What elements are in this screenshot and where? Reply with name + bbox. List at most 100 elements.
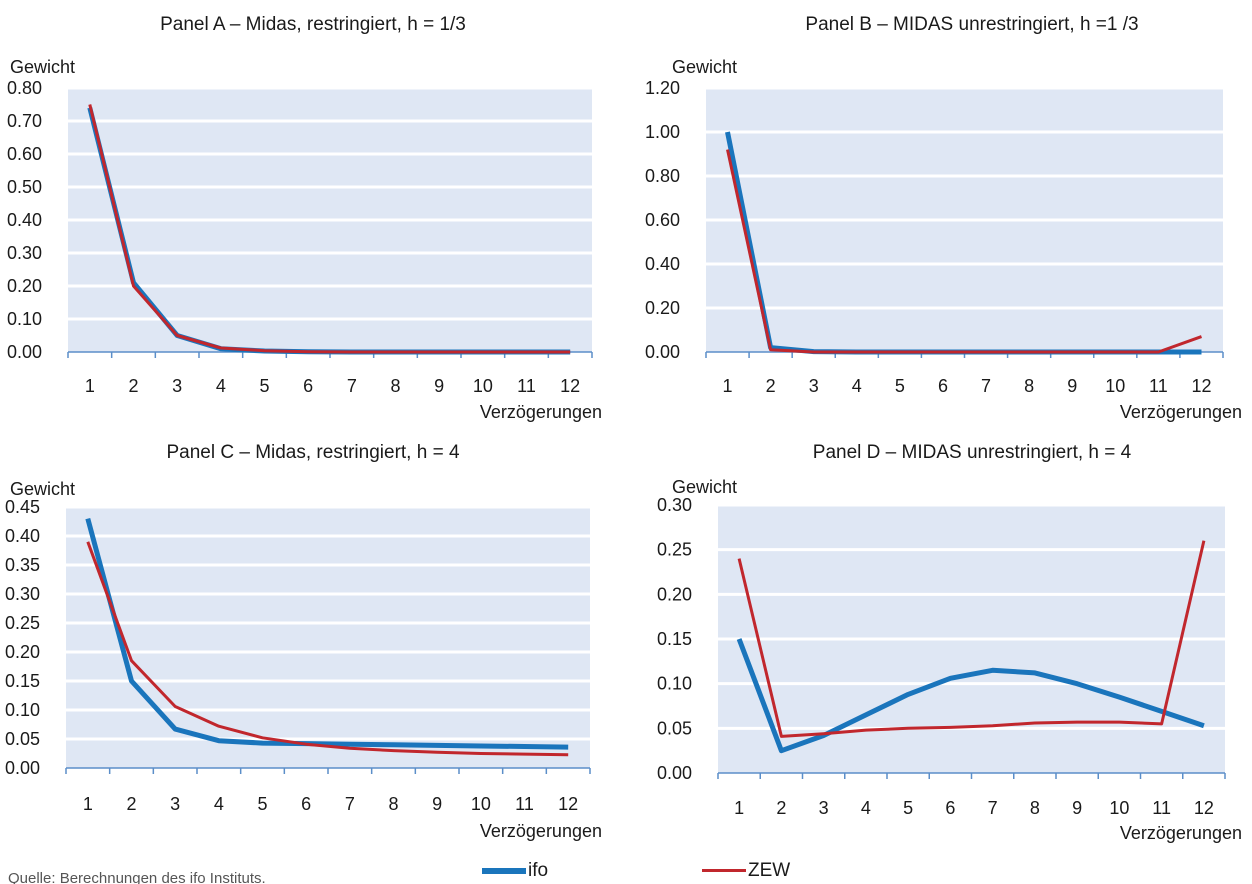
y-tick-label: 0.00: [657, 763, 692, 783]
chart-title: Panel A – Midas, restringiert, h = 1/3: [160, 14, 466, 35]
y-tick-label: 0.80: [645, 166, 680, 186]
x-tick-label: 12: [1191, 376, 1211, 396]
y-tick-label: 0.80: [7, 78, 42, 98]
legend-label-ifo: ifo: [528, 860, 549, 881]
x-tick-label: 9: [432, 794, 442, 814]
x-tick-label: 5: [895, 376, 905, 396]
x-tick-label: 8: [1024, 376, 1034, 396]
x-tick-label: 7: [981, 376, 991, 396]
y-tick-label: 0.30: [657, 495, 692, 515]
y-tick-label: 0.20: [7, 276, 42, 296]
x-tick-label: 6: [945, 798, 955, 818]
panel-b-chart: Panel B – MIDAS unrestringiert, h =1 /3 0…: [645, 14, 1242, 422]
x-tick-label: 8: [390, 376, 400, 396]
x-axis-label: Verzögerungen: [480, 821, 602, 841]
x-tick-label: 10: [1105, 376, 1125, 396]
series-line-ifo: [85, 517, 569, 750]
y-tick-label: 0.15: [657, 629, 692, 649]
x-axis-label: Verzögerungen: [1120, 402, 1242, 422]
y-tick-label: 0.50: [7, 177, 42, 197]
y-tick-label: 0.40: [645, 254, 680, 274]
x-tick-label: 3: [819, 798, 829, 818]
x-tick-label: 9: [1067, 376, 1077, 396]
x-tick-label: 9: [1072, 798, 1082, 818]
panel-a-chart: Panel A – Midas, restringiert, h = 1/3 0.…: [7, 14, 602, 422]
y-tick-label: 0.20: [645, 298, 680, 318]
x-tick-label: 10: [1109, 798, 1129, 818]
y-tick-label: 0.45: [5, 497, 40, 517]
y-tick-label: 0.60: [7, 144, 42, 164]
y-tick-label: 0.00: [5, 758, 40, 778]
y-tick-label: 1.00: [645, 122, 680, 142]
legend: ifo ZEW: [0, 860, 1252, 884]
x-tick-label: 4: [852, 376, 862, 396]
y-tick-label: 0.15: [5, 671, 40, 691]
series-line-zew: [88, 104, 571, 354]
x-tick-label: 1: [734, 798, 744, 818]
source-note: Quelle: Berechnungen des ifo Instituts.: [8, 870, 266, 884]
x-tick-label: 11: [1149, 376, 1168, 396]
x-tick-label: 2: [766, 376, 776, 396]
y-tick-label: 0.25: [657, 540, 692, 560]
x-axis-label: Verzögerungen: [1120, 823, 1242, 843]
x-tick-label: 7: [347, 376, 357, 396]
y-axis-label: Gewicht: [672, 57, 737, 77]
legend-swatch-zew: [702, 869, 746, 872]
x-tick-label: 4: [214, 794, 224, 814]
x-tick-label: 2: [776, 798, 786, 818]
x-tick-label: 5: [903, 798, 913, 818]
x-tick-label: 4: [216, 376, 226, 396]
y-tick-label: 0.60: [645, 210, 680, 230]
y-tick-label: 0.00: [645, 342, 680, 362]
x-axis-label: Verzögerungen: [480, 402, 602, 422]
y-axis-label: Gewicht: [10, 479, 75, 499]
y-tick-label: 0.35: [5, 555, 40, 575]
y-tick-label: 0.30: [7, 243, 42, 263]
series-line-ifo: [736, 638, 1205, 754]
y-tick-label: 0.30: [5, 584, 40, 604]
chart-title: Panel D – MIDAS unrestringiert, h = 4: [813, 442, 1132, 463]
x-tick-label: 6: [303, 376, 313, 396]
legend-label-zew: ZEW: [748, 860, 791, 881]
y-tick-label: 1.20: [645, 78, 680, 98]
series-line-zew: [737, 540, 1206, 738]
x-tick-label: 3: [172, 376, 182, 396]
x-tick-label: 7: [988, 798, 998, 818]
y-tick-label: 0.70: [7, 111, 42, 131]
x-tick-label: 2: [126, 794, 136, 814]
x-tick-label: 10: [471, 794, 491, 814]
legend-swatch-ifo: [482, 868, 526, 874]
y-tick-label: 0.10: [5, 700, 40, 720]
y-tick-label: 0.10: [7, 309, 42, 329]
y-axis-label: Gewicht: [10, 57, 75, 77]
x-tick-label: 1: [83, 794, 93, 814]
y-tick-label: 0.20: [657, 584, 692, 604]
panel-d-chart: Panel D – MIDAS unrestringiert, h = 4 0.0…: [657, 442, 1242, 843]
y-tick-label: 0.10: [657, 674, 692, 694]
chart-title: Panel B – MIDAS unrestringiert, h =1 /3: [805, 14, 1138, 35]
x-tick-label: 3: [170, 794, 180, 814]
x-tick-label: 6: [301, 794, 311, 814]
y-tick-label: 0.00: [7, 342, 42, 362]
x-tick-label: 1: [85, 376, 95, 396]
x-tick-label: 1: [723, 376, 733, 396]
x-tick-label: 9: [434, 376, 444, 396]
x-tick-label: 11: [515, 794, 534, 814]
panel-c-chart: Panel C – Midas, restringiert, h = 4 0.00…: [5, 442, 602, 841]
x-tick-label: 11: [1152, 798, 1171, 818]
x-tick-label: 12: [558, 794, 578, 814]
x-tick-label: 4: [861, 798, 871, 818]
x-tick-label: 8: [1030, 798, 1040, 818]
chart-title: Panel C – Midas, restringiert, h = 4: [166, 442, 459, 463]
y-tick-label: 0.05: [657, 718, 692, 738]
y-tick-label: 0.05: [5, 729, 40, 749]
x-tick-label: 6: [938, 376, 948, 396]
y-tick-label: 0.20: [5, 642, 40, 662]
x-tick-label: 10: [473, 376, 493, 396]
series-line-zew: [86, 541, 569, 757]
x-tick-label: 8: [388, 794, 398, 814]
x-tick-label: 2: [128, 376, 138, 396]
y-tick-label: 0.40: [5, 526, 40, 546]
y-tick-label: 0.40: [7, 210, 42, 230]
y-tick-label: 0.25: [5, 613, 40, 633]
